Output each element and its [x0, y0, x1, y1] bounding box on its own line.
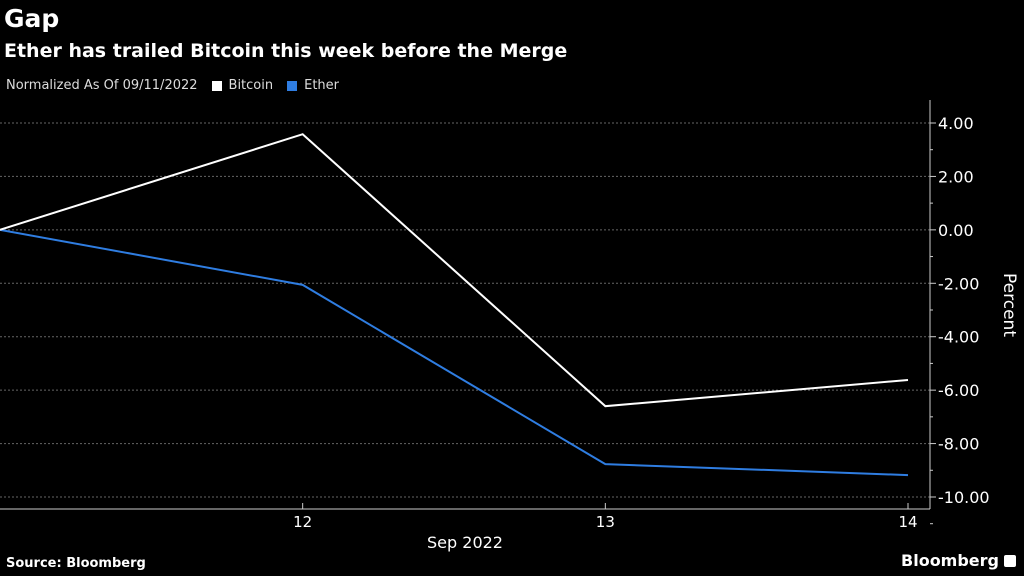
y-tick-label: -4.00: [938, 328, 979, 347]
legend-label-ether: Ether: [304, 78, 340, 93]
y-tick-label: 4.00: [938, 114, 974, 133]
y-tick-label: -2.00: [938, 274, 979, 293]
series-line-ether: [0, 228, 909, 477]
x-tick-label: 14: [898, 513, 917, 531]
x-axis-label: Sep 2022: [427, 533, 503, 552]
legend-swatch-bitcoin: [211, 80, 222, 91]
chart-subtitle: Ether has trailed Bitcoin this week befo…: [4, 40, 568, 62]
legend-swatch-ether: [287, 80, 298, 91]
legend: Normalized As Of 09/11/2022 Bitcoin Ethe…: [6, 78, 339, 93]
legend-label-bitcoin: Bitcoin: [228, 78, 274, 93]
y-axis-label: Percent: [999, 273, 1019, 337]
legend-prefix: Normalized As Of 09/11/2022: [6, 78, 198, 93]
y-tick-label: 0.00: [938, 221, 974, 240]
y-tick-label: -8.00: [938, 435, 979, 454]
x-tick-label: 13: [596, 513, 615, 531]
source-note: Source: Bloomberg: [6, 556, 146, 571]
brand-logo: Bloomberg: [901, 551, 1016, 570]
brand-name: Bloomberg: [901, 551, 999, 570]
y-tick-label: 2.00: [938, 167, 974, 186]
bloomberg-icon: [1004, 554, 1016, 567]
x-tick-label: 12: [293, 513, 312, 531]
y-tick-label: -10.00: [938, 488, 990, 507]
series-line-bitcoin: [0, 133, 909, 408]
y-tick-label: -6.00: [938, 381, 979, 400]
chart-title: Gap: [4, 4, 60, 33]
